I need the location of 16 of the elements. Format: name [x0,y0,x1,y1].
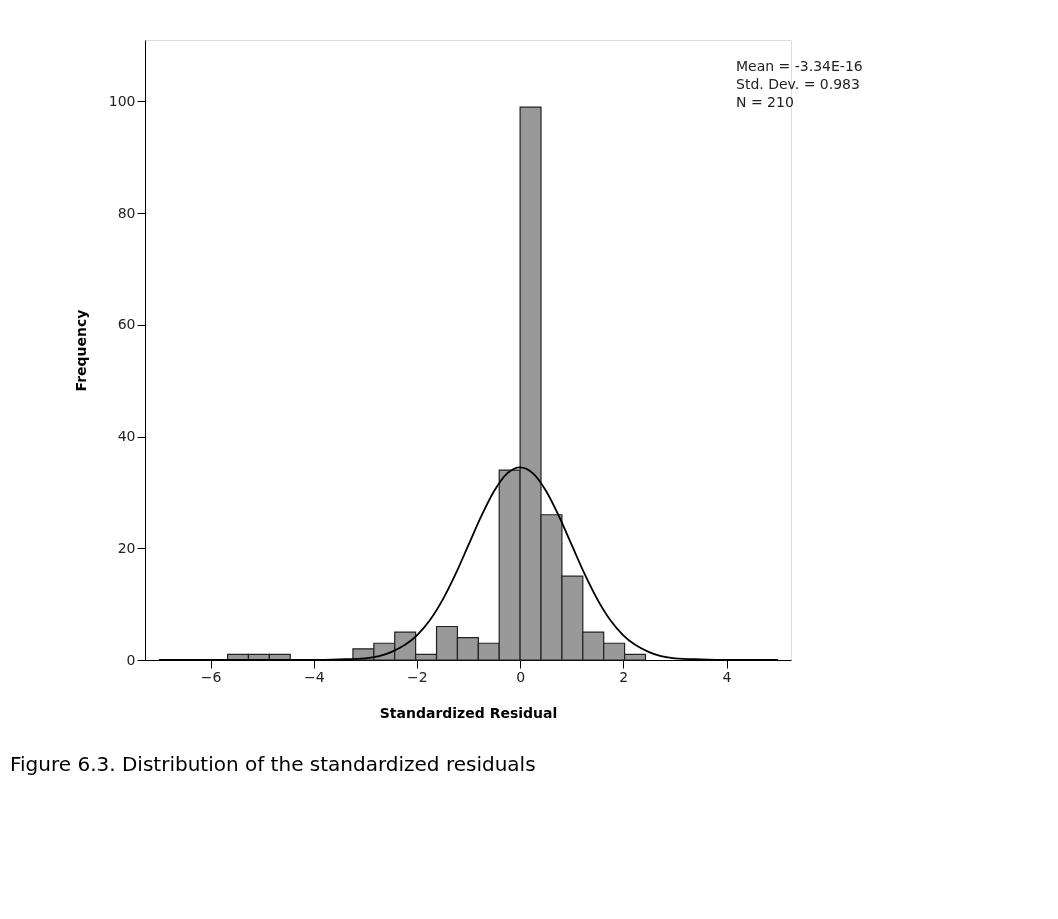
y-tick-label: 100 [108,92,136,109]
y-tick-label: 40 [117,428,136,445]
y-axis-title: Frequency [72,309,89,392]
x-tick-label: −6 [200,668,222,685]
annotation: Mean = -3.34E-16 Std. Dev. = 0.983 N = 210 [736,58,863,110]
caption: Figure 6.3. Distribution of the standardized residuals [10,752,536,776]
x-tick-label: 2 [619,668,629,685]
x-tick-label: −2 [407,668,428,685]
x-tick-label: 0 [516,668,526,685]
y-tick-label: 60 [117,316,136,333]
x-tick-label: −4 [303,668,325,685]
y-tick-label: 20 [117,539,136,556]
x-tick-label: 4 [722,668,732,685]
x-axis-title: Standardized Residual [379,704,558,721]
y-tick-label: 80 [117,204,136,221]
y-tick-label: 0 [126,651,136,668]
